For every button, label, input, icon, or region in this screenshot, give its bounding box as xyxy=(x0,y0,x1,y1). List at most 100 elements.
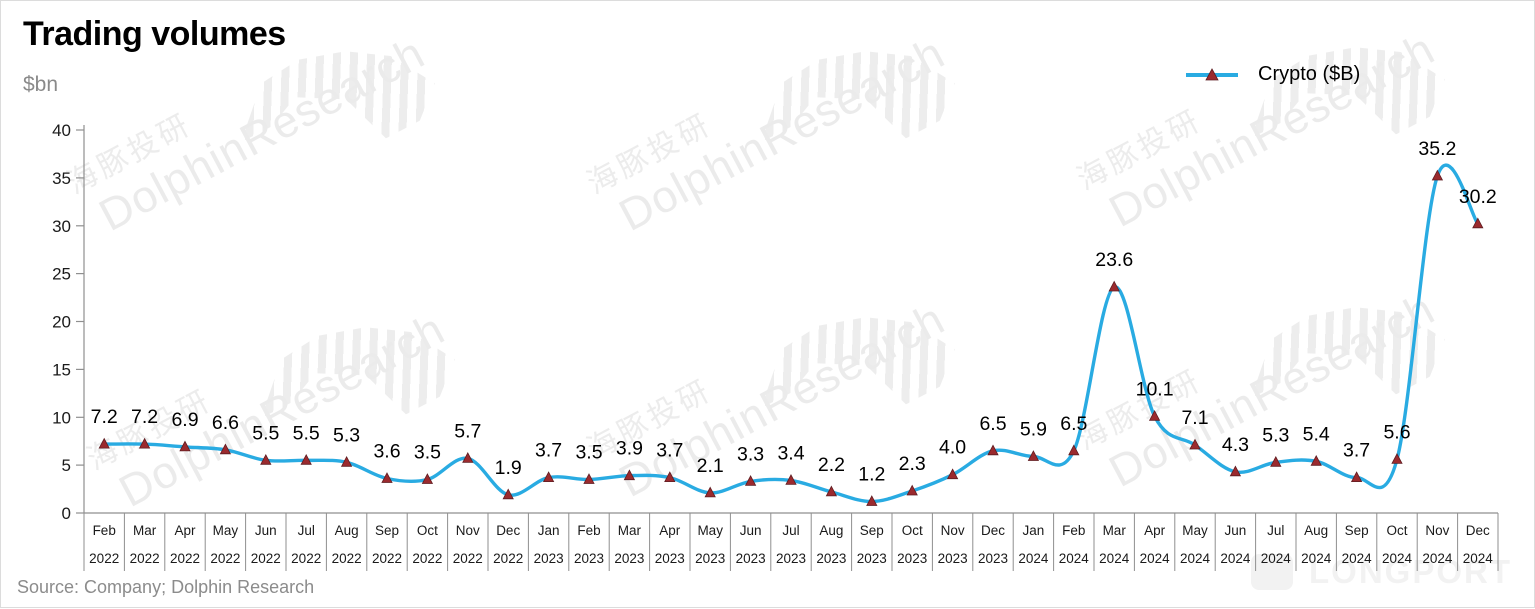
month-label: Apr xyxy=(174,523,196,538)
data-point-marker xyxy=(987,444,999,456)
month-label: Jul xyxy=(298,523,315,538)
month-label: Nov xyxy=(456,523,480,538)
data-point-marker xyxy=(623,469,636,481)
month-label: Dec xyxy=(1466,523,1490,538)
month-label: Aug xyxy=(1304,523,1328,538)
year-label: 2022 xyxy=(251,551,281,566)
data-point-marker xyxy=(462,452,474,463)
data-point-label: 3.4 xyxy=(777,442,804,464)
month-label: Jun xyxy=(255,523,277,538)
data-point-label: 6.5 xyxy=(979,413,1006,435)
data-point-label: 4.3 xyxy=(1222,434,1249,456)
month-label: Aug xyxy=(335,523,359,538)
data-point-marker xyxy=(866,495,878,506)
y-tick-label: 20 xyxy=(52,313,71,332)
year-label: 2023 xyxy=(776,551,806,566)
data-point-marker xyxy=(1270,455,1282,467)
month-label: Jul xyxy=(782,523,799,538)
year-label: 2023 xyxy=(534,551,564,566)
data-point-marker xyxy=(1027,450,1040,461)
year-label: 2023 xyxy=(816,551,846,566)
data-point-marker xyxy=(906,484,918,496)
data-point-marker xyxy=(1148,409,1161,421)
data-point-label: 2.3 xyxy=(899,453,926,475)
data-point-label: 2.2 xyxy=(818,454,845,476)
month-label: Sep xyxy=(860,523,884,538)
data-point-marker xyxy=(260,453,272,465)
month-label: Feb xyxy=(93,523,116,538)
year-label: 2023 xyxy=(695,551,725,566)
data-point-label: 5.6 xyxy=(1383,421,1410,443)
data-point-marker xyxy=(946,468,959,480)
data-point-label: 35.2 xyxy=(1418,138,1456,160)
year-label: 2022 xyxy=(130,551,160,566)
year-label: 2023 xyxy=(938,551,968,566)
data-point-marker xyxy=(542,471,555,482)
data-point-label: 6.6 xyxy=(212,412,239,434)
data-point-marker xyxy=(1068,444,1080,456)
year-label: 2024 xyxy=(1301,551,1332,566)
year-label: 2024 xyxy=(1059,551,1090,566)
data-point-label: 7.2 xyxy=(131,406,158,428)
data-point-label: 5.4 xyxy=(1303,423,1330,445)
year-label: 2024 xyxy=(1220,551,1251,566)
y-tick-label: 30 xyxy=(52,217,71,236)
month-label: Jun xyxy=(740,523,762,538)
data-point-marker xyxy=(1229,465,1242,477)
data-point-label: 3.7 xyxy=(656,440,683,462)
data-point-label: 3.5 xyxy=(414,442,441,464)
data-point-marker xyxy=(1391,453,1403,464)
month-label: Mar xyxy=(618,523,642,538)
data-point-label: 6.5 xyxy=(1060,413,1087,435)
data-point-marker xyxy=(1108,280,1120,292)
y-tick-label: 5 xyxy=(62,456,71,475)
year-label: 2023 xyxy=(978,551,1008,566)
data-point-label: 30.2 xyxy=(1459,186,1497,208)
month-label: Aug xyxy=(819,523,843,538)
year-label: 2023 xyxy=(857,551,887,566)
data-point-label: 5.9 xyxy=(1020,419,1047,441)
data-point-label: 23.6 xyxy=(1095,249,1133,271)
year-label: 2024 xyxy=(1342,551,1373,566)
year-label: 2022 xyxy=(453,551,483,566)
year-label: 2024 xyxy=(1261,551,1292,566)
data-point-label: 5.3 xyxy=(1262,424,1289,446)
source-note: Source: Company; Dolphin Research xyxy=(17,577,315,597)
year-label: 2022 xyxy=(493,551,523,566)
year-label: 2022 xyxy=(372,551,402,566)
data-point-label: 4.0 xyxy=(939,437,966,459)
year-label: 2022 xyxy=(291,551,321,566)
data-point-marker xyxy=(704,486,716,498)
month-label: Oct xyxy=(1386,523,1407,538)
month-label: Jun xyxy=(1225,523,1247,538)
data-point-marker xyxy=(1350,471,1363,482)
year-label: 2024 xyxy=(1422,551,1453,566)
month-label: Mar xyxy=(133,523,157,538)
data-point-label: 7.2 xyxy=(91,406,118,428)
year-label: 2024 xyxy=(1382,551,1413,566)
y-tick-label: 15 xyxy=(52,360,71,379)
data-point-marker xyxy=(381,472,393,483)
data-point-marker xyxy=(502,488,514,500)
y-tick-label: 35 xyxy=(52,169,71,188)
legend-line-marker-icon xyxy=(1186,67,1238,80)
data-point-marker xyxy=(1431,169,1444,181)
month-label: Jan xyxy=(538,523,560,538)
data-point-label: 3.5 xyxy=(575,442,602,464)
month-label: Mar xyxy=(1103,523,1127,538)
data-point-label: 3.7 xyxy=(1343,440,1370,462)
y-tick-label: 25 xyxy=(52,265,71,284)
year-label: 2024 xyxy=(1099,551,1130,566)
legend: Crypto ($B) xyxy=(1184,63,1360,86)
data-point-label: 5.5 xyxy=(252,422,279,444)
year-label: 2022 xyxy=(210,551,240,566)
data-point-label: 10.1 xyxy=(1136,378,1174,400)
y-tick-label: 0 xyxy=(62,504,71,523)
year-label: 2022 xyxy=(170,551,200,566)
data-point-marker xyxy=(1472,217,1484,229)
month-label: May xyxy=(697,523,723,538)
data-point-label: 3.7 xyxy=(535,440,562,462)
data-point-label: 3.9 xyxy=(616,438,643,460)
data-point-label: 6.9 xyxy=(171,409,198,431)
